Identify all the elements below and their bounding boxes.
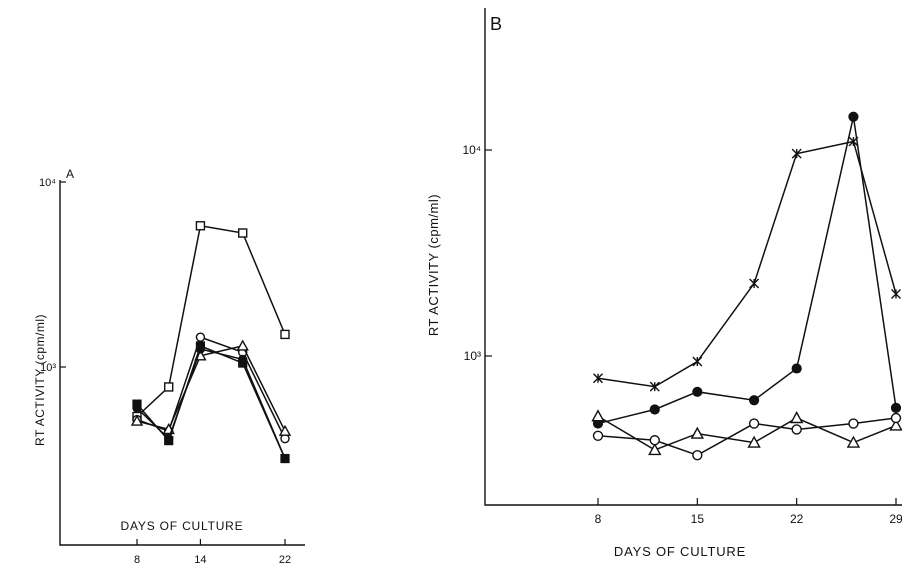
panel-a-axes	[59, 180, 305, 546]
panel-b-data-point-open-circle	[890, 412, 902, 424]
panel-a-series-filled-circle	[132, 344, 290, 464]
panel-a-x-tick-label: 8	[134, 554, 140, 564]
panel-b-axes	[484, 8, 902, 506]
panel-b-y-tick-label: 10⁴	[462, 143, 481, 157]
panel-b-data-point-open-triangle	[648, 442, 662, 456]
panel-a-series-line	[136, 345, 286, 432]
panel-b-x-tick-label: 8	[595, 512, 602, 526]
panel-b-x-tick-label: 22	[790, 512, 804, 526]
panel-b-data-point-open-circle	[748, 418, 760, 429]
panel-a-y-tick-label: 10³	[40, 362, 56, 374]
panel-a-data-point-filled-square	[238, 358, 248, 368]
panel-b-data-point-open-circle	[649, 435, 660, 446]
panel-a-data-point-open-triangle	[236, 339, 249, 351]
panel-a-x-tick-label: 22	[279, 554, 291, 564]
panel-a-data-point-filled-square	[280, 453, 290, 464]
panel-b-data-point-asterisk	[891, 288, 901, 299]
panel-b-series-open-triangle	[591, 409, 902, 456]
panel-b-series-line	[597, 116, 897, 425]
panel-b-series-open-circle	[592, 412, 902, 461]
panel-b-data-point-filled-circle	[649, 404, 660, 415]
panel-a-series-line	[136, 348, 286, 459]
panel-b-data-point-open-triangle	[846, 435, 861, 448]
panel-b-x-tick-label: 29	[889, 512, 902, 526]
panel-b-y-tick-label: 10³	[464, 349, 481, 363]
panel-b-data-point-open-triangle	[591, 409, 605, 422]
panel-a-series-open-square	[132, 221, 290, 422]
panel-b-data-point-open-circle	[791, 424, 802, 435]
panel-b-data-point-asterisk	[593, 373, 603, 384]
panel-a-data-point-filled-square	[164, 436, 174, 446]
panel-b: B 10³ 10⁴ 8 15 22 29 RT ACTIVITY (cpm/ml) DAYS O…	[426, 8, 902, 559]
panel-b-data-point-asterisk	[791, 148, 802, 159]
panel-a-series-line	[136, 344, 286, 459]
panel-b-label: B	[490, 14, 502, 34]
panel-a-data-point-open-square	[164, 382, 174, 392]
panel-b-data-point-filled-circle	[848, 111, 859, 122]
panel-b-series-line	[597, 140, 897, 388]
panel-b-data-point-filled-circle	[890, 402, 902, 413]
panel-b-series-filled-circle	[592, 111, 902, 429]
panel-a-data-point-open-triangle	[130, 414, 144, 426]
panel-a-series-open-triangle	[130, 339, 292, 436]
panel-b-data-point-filled-circle	[748, 395, 760, 406]
panel-b-data-point-asterisk	[649, 381, 660, 392]
panel-b-series-asterisk	[593, 136, 901, 392]
panel-a-y-tick-label: 10⁴	[39, 177, 56, 189]
panel-b-data-point-open-triangle	[789, 411, 804, 424]
panel-a-series-filled-square	[132, 341, 290, 464]
panel-a-y-axis-label: RT ACTIVITY (cpm/ml)	[33, 314, 47, 446]
panel-b-data-point-open-circle	[592, 430, 604, 441]
panel-b-x-tick-label: 15	[691, 512, 705, 526]
panel-a-data-point-open-square	[280, 329, 290, 340]
panel-b-data-point-filled-circle	[692, 386, 703, 397]
panel-b-data-point-open-circle	[692, 449, 703, 461]
panel-a-label: A	[66, 167, 74, 181]
panel-a-data-point-filled-square	[132, 399, 142, 409]
panel-b-x-axis-label: DAYS OF CULTURE	[614, 544, 746, 559]
panel-b-data-point-asterisk	[692, 356, 703, 367]
panel-b-data-point-open-triangle	[747, 435, 761, 448]
panel-a-data-point-open-square	[195, 221, 206, 231]
panel-a-x-axis-label: DAYS OF CULTURE	[121, 519, 244, 533]
panel-b-data-point-open-circle	[848, 418, 859, 429]
panel-a-data-point-open-circle	[195, 332, 206, 342]
panel-b-data-point-open-triangle	[690, 426, 705, 439]
panel-b-y-axis-label: RT ACTIVITY (cpm/ml)	[426, 194, 441, 336]
panel-b-data-point-asterisk	[749, 278, 760, 289]
panel-a: A 10³ 10⁴ 8 14 22 RT ACTIVITY (cpm/ml) DAYS OF …	[33, 167, 305, 564]
panel-a-data-point-open-triangle	[278, 424, 292, 436]
panel-b-data-point-filled-circle	[791, 363, 802, 374]
panel-b-data-point-open-triangle	[889, 418, 902, 431]
panel-a-data-point-filled-square	[195, 341, 206, 351]
panel-a-data-point-open-square	[238, 228, 248, 238]
panel-a-x-tick-label: 14	[194, 554, 206, 564]
